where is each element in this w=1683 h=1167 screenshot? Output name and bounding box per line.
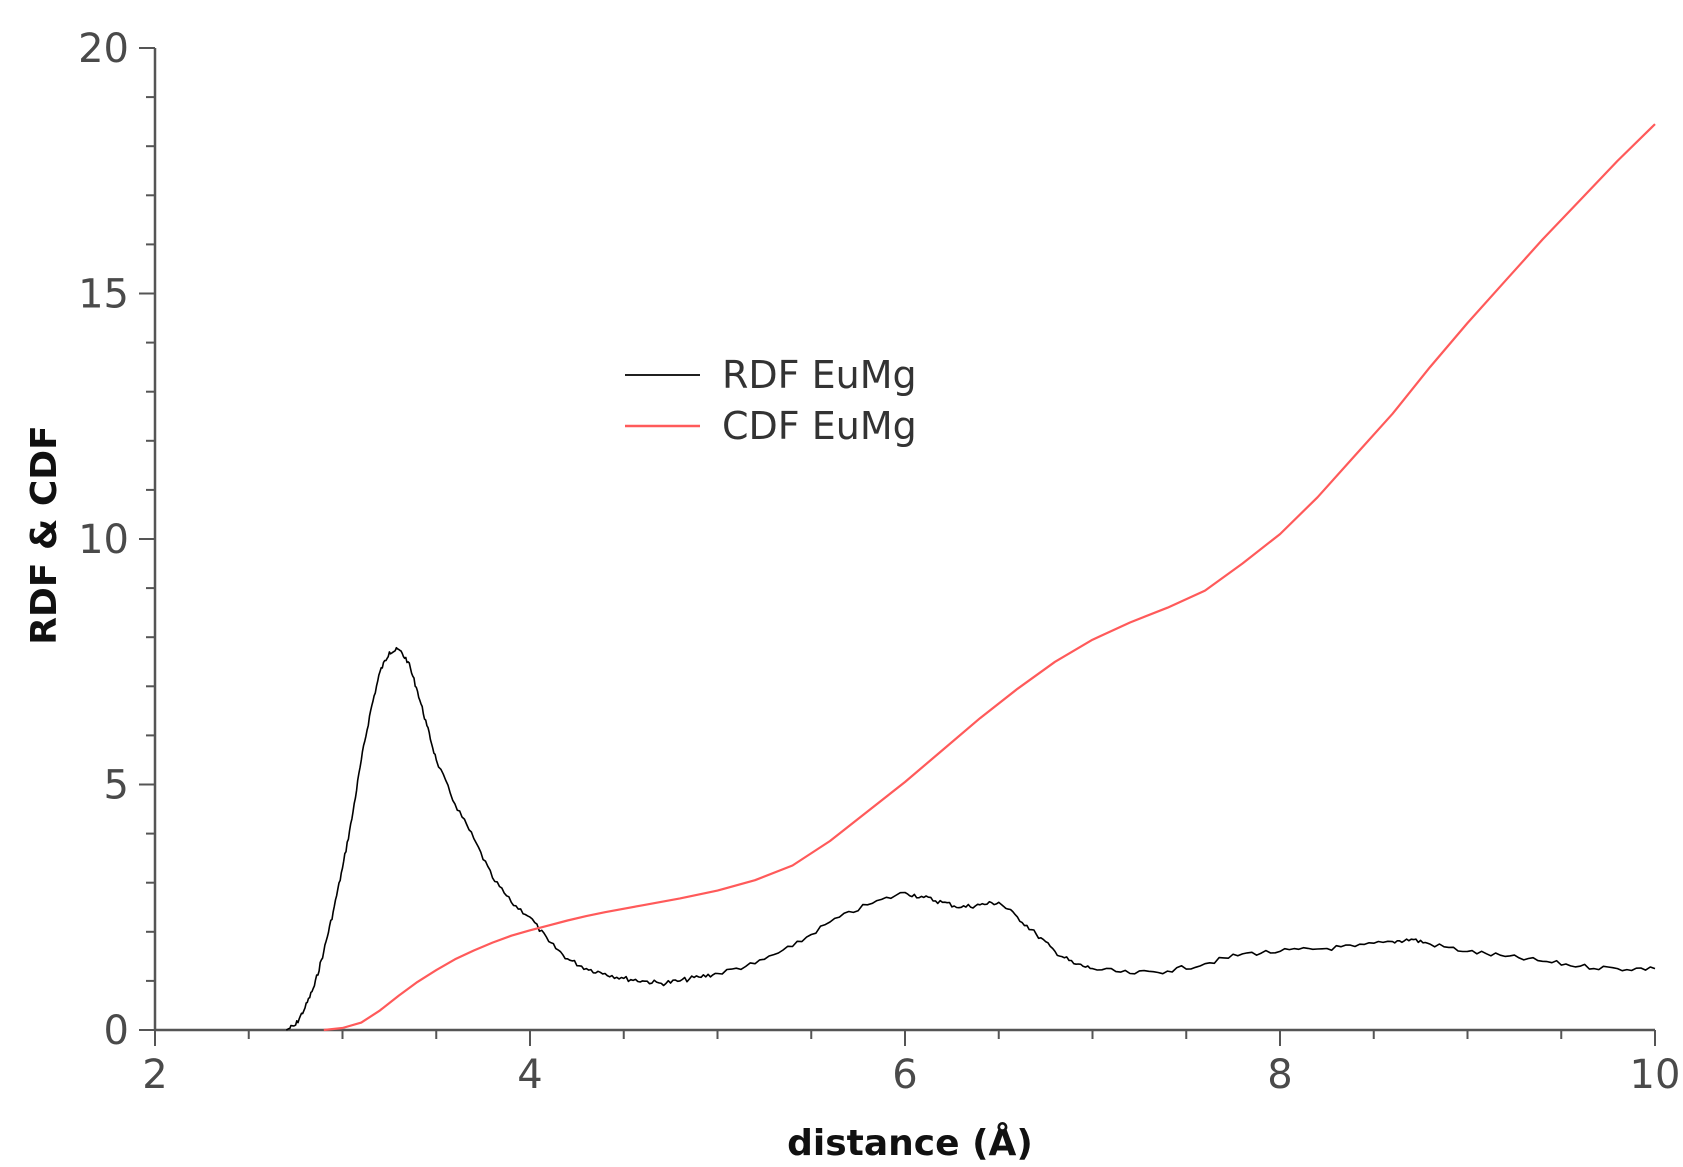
x-tick-label: 4 [517, 1052, 542, 1098]
y-tick-label: 10 [78, 517, 129, 563]
y-tick-label: 20 [78, 26, 129, 72]
x-tick-label: 10 [1630, 1052, 1681, 1098]
y-tick-label: 5 [104, 763, 129, 809]
legend-label-rdf: RDF EuMg [722, 353, 917, 397]
legend: RDF EuMg CDF EuMg [625, 353, 917, 448]
y-axis-title: RDF & CDF [24, 425, 65, 645]
axes-layer: 2 4 6 8 10 0 5 10 15 20 [78, 26, 1680, 1098]
legend-label-cdf: CDF EuMg [722, 404, 917, 448]
cdf-eumg-series-line [323, 123, 1656, 1032]
y-tick-label: 0 [104, 1008, 129, 1054]
x-tick-label: 6 [892, 1052, 917, 1098]
rdf-eumg-series-line [285, 646, 1656, 1031]
series-layer [285, 123, 1656, 1032]
y-tick-label: 15 [78, 272, 129, 318]
x-tick-label: 2 [142, 1052, 167, 1098]
x-axis-title: distance (Å) [787, 1122, 1033, 1164]
x-tick-label: 8 [1267, 1052, 1292, 1098]
